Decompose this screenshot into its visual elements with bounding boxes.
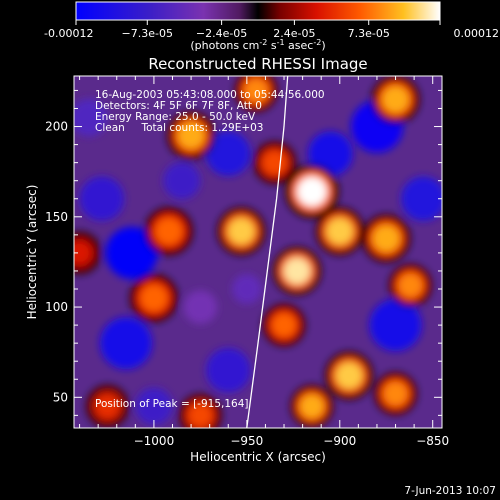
- footer-timestamp: 7-Jun-2013 10:07: [404, 485, 496, 497]
- heatmap-blob: [382, 86, 409, 113]
- colorbar-tick-label: −2.4e-05: [196, 27, 247, 40]
- heatmap-blob: [95, 394, 120, 419]
- colorbar-tick-label: 2.4e-05: [273, 27, 315, 40]
- solar-limb-curve: [246, 76, 289, 428]
- heatmap-blob: [163, 162, 201, 200]
- heatmap-blob: [262, 150, 287, 175]
- y-axis-ticks: 50 100 150 200: [45, 89, 442, 416]
- colorbar-ticks: -0.00012 −7.3e-05 −2.4e-05 2.4e-05 7.3e-05 0.…: [44, 20, 499, 40]
- colorbar-tick-label: −7.3e-05: [122, 27, 173, 40]
- heatmap-blob: [383, 381, 408, 406]
- heatmap-blob: [231, 274, 262, 304]
- heatmap-blob: [244, 78, 269, 103]
- y-tick-label: 100: [45, 300, 68, 314]
- annotation-energy-range: Energy Range: 25.0 - 50.0 keV: [95, 111, 256, 123]
- heatmap-blob: [308, 131, 353, 176]
- colorbar-tick-label: -0.00012: [44, 27, 93, 40]
- heatmap-blob: [177, 122, 205, 149]
- x-tick-label: −1000: [134, 434, 175, 448]
- x-tick-label: −850: [416, 434, 449, 448]
- heatmap-blob: [74, 241, 92, 265]
- heatmap-blob: [300, 394, 324, 419]
- colorbar-unit-label: (photons cm-2 s-1 asec-2): [190, 38, 325, 52]
- colorbar-tick-label: 7.3e-05: [348, 27, 390, 40]
- heatmap-blob: [272, 313, 296, 338]
- heatmap-blob: [369, 299, 422, 352]
- y-tick-label: 150: [45, 210, 68, 224]
- heatmap-blob: [372, 225, 400, 252]
- heatmap-blob: [183, 290, 218, 324]
- heatmap-blob: [188, 403, 213, 428]
- heatmap-blob: [398, 273, 423, 298]
- annotation-time-range: 16-Aug-2003 05:43:08.000 to 05:44:56.000: [95, 89, 325, 101]
- heatmap-blob: [205, 347, 251, 393]
- peak-position-label: Position of Peak = [-915,164]: [95, 398, 249, 410]
- x-tick-label: −900: [323, 434, 356, 448]
- heatmap-blob: [335, 362, 363, 390]
- heatmap-blob: [140, 284, 168, 312]
- heatmap-blob: [326, 217, 354, 245]
- y-tick-label: 50: [53, 390, 68, 404]
- heatmap-blob: [155, 217, 183, 245]
- y-tick-label: 200: [45, 120, 68, 134]
- heatmap-blob: [205, 131, 251, 176]
- heatmap-blobs: [74, 76, 442, 428]
- annotation-detectors: Detectors: 4F 5F 6F 7F 8F, Att 0: [95, 100, 262, 112]
- x-tick-label: −950: [230, 434, 263, 448]
- annotation-clean-counts: Clean Total counts: 1.29E+03: [95, 122, 264, 134]
- heatmap-blob: [100, 317, 153, 370]
- heatmap-blob: [283, 257, 311, 285]
- colorbar-tick-label: 0.00012: [454, 27, 500, 40]
- heatmap-blob: [79, 176, 125, 222]
- heatmap-blob: [297, 176, 327, 207]
- plot-frame: [73, 75, 443, 429]
- y-axis-label: Heliocentric Y (arcsec): [25, 185, 39, 320]
- x-axis-label: Heliocentric X (arcsec): [190, 450, 326, 464]
- heatmap-blob: [105, 226, 158, 279]
- colorbar: [75, 1, 441, 21]
- x-axis-ticks: −1000 −950 −900 −850: [79, 76, 449, 448]
- heatmap-blob: [401, 176, 442, 222]
- heatmap-blob: [227, 217, 255, 245]
- heatmap-blob: [135, 387, 173, 425]
- chart-title: Reconstructed RHESSI Image: [148, 55, 367, 73]
- heatmap-blob: [74, 98, 108, 137]
